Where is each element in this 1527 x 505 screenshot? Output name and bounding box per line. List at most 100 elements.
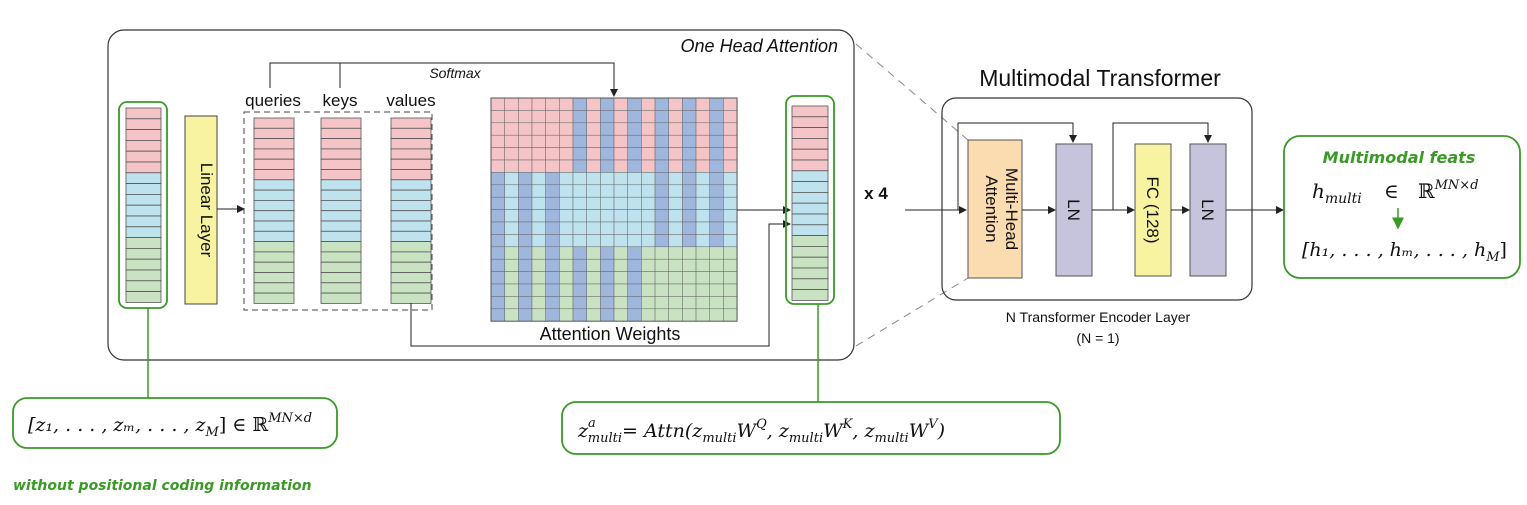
attention-cell: [600, 258, 615, 272]
attention-cell: [709, 134, 724, 148]
attention-cell: [682, 296, 697, 310]
token-cell: [253, 251, 295, 263]
attention-cell: [682, 134, 697, 148]
attention-cell: [545, 271, 560, 285]
attention-cell: [654, 159, 669, 173]
token-cell: [791, 289, 829, 301]
attention-cell: [682, 271, 697, 285]
attention-cell: [600, 172, 615, 186]
attention-cell: [531, 258, 546, 272]
token-cell: [253, 220, 295, 232]
layer-norm-2-label: LN: [1198, 199, 1217, 221]
token-cell: [320, 251, 362, 263]
input-formula-sup: MN×d: [267, 411, 312, 426]
attention-cell: [641, 283, 656, 297]
attention-cell: [668, 159, 683, 173]
attention-cell: [504, 221, 519, 235]
attention-cell: [504, 159, 519, 173]
space-symbol: ℝMN×d: [1418, 178, 1479, 203]
attention-cell: [490, 134, 505, 148]
token-cell: [791, 256, 829, 269]
attention-cell: [504, 97, 519, 111]
attention-cell: [668, 97, 683, 111]
attention-cell: [490, 221, 505, 235]
attention-cell: [627, 258, 642, 272]
attention-cell: [559, 271, 574, 285]
token-cell: [253, 272, 295, 284]
attention-cell: [709, 258, 724, 272]
token-cell: [390, 148, 432, 160]
attention-cell: [518, 283, 533, 297]
token-cell: [791, 116, 829, 129]
attention-cell: [531, 271, 546, 285]
multi-head-attention-label-2: Attention: [982, 175, 1001, 242]
attention-cell: [668, 184, 683, 198]
token-cell: [253, 282, 295, 294]
input-formula: [z₁, . . . , zₘ, . . . , zM] ∈ ℝMN×d: [28, 411, 312, 440]
attention-cell: [613, 97, 628, 111]
attention-cell: [545, 97, 560, 111]
attention-cell: [531, 184, 546, 198]
attention-cell: [600, 221, 615, 235]
attention-cell: [709, 172, 724, 186]
attention-cell: [586, 147, 601, 161]
attention-cell: [490, 296, 505, 310]
attention-cell: [641, 258, 656, 272]
attention-cell: [518, 271, 533, 285]
attention-cell: [682, 122, 697, 136]
attention-cell: [627, 97, 642, 111]
token-cell: [125, 107, 162, 120]
token-cell: [320, 282, 362, 294]
token-cell: [253, 189, 295, 201]
attention-cell: [504, 196, 519, 210]
values-to-output-connector: [410, 220, 791, 347]
attention-cell: [695, 196, 710, 210]
attention-cell: [545, 246, 560, 260]
token-cell: [253, 261, 295, 273]
attention-cell: [723, 147, 738, 161]
attention-cell: [654, 122, 669, 136]
attention-cell: [695, 122, 710, 136]
attention-cell: [572, 134, 587, 148]
attention-cell: [559, 147, 574, 161]
attention-cell: [682, 110, 697, 124]
attention-cell: [559, 110, 574, 124]
attention-cell: [668, 258, 683, 272]
attention-cell: [641, 209, 656, 223]
attention-cell: [695, 172, 710, 186]
attention-cell: [613, 184, 628, 198]
attention-cell: [613, 234, 628, 248]
attention-cell: [682, 246, 697, 260]
attention-cell: [695, 271, 710, 285]
token-cell: [253, 138, 295, 150]
attention-cell: [613, 134, 628, 148]
multi-head-attention-box: [967, 139, 1023, 279]
keys-stack: [320, 117, 362, 304]
attn-v: V: [928, 417, 939, 432]
attention-cell: [723, 159, 738, 173]
h-list-last-sub: M: [1485, 250, 1500, 265]
attention-cell: [654, 147, 669, 161]
token-cell: [125, 161, 162, 174]
attention-cell: [627, 172, 642, 186]
token-cell: [791, 159, 829, 172]
attention-cell: [654, 110, 669, 124]
token-cell: [253, 199, 295, 212]
attention-cell: [641, 234, 656, 248]
softmax-label: Softmax: [429, 65, 481, 81]
token-cell: [253, 127, 295, 140]
token-cell: [125, 172, 162, 185]
attention-cell: [627, 134, 642, 148]
attention-cell: [654, 258, 669, 272]
attention-cell: [695, 234, 710, 248]
attention-cell: [586, 110, 601, 124]
attention-cell: [723, 172, 738, 186]
attn-sep-1: , z: [767, 420, 790, 442]
in-symbol: ∈: [1384, 179, 1399, 203]
attn-lhs-sub: multi: [588, 431, 622, 446]
attention-cell: [613, 221, 628, 235]
attention-cell: [518, 308, 533, 322]
attention-cell: [600, 308, 615, 322]
attention-cell: [723, 296, 738, 310]
attention-cell: [723, 246, 738, 260]
